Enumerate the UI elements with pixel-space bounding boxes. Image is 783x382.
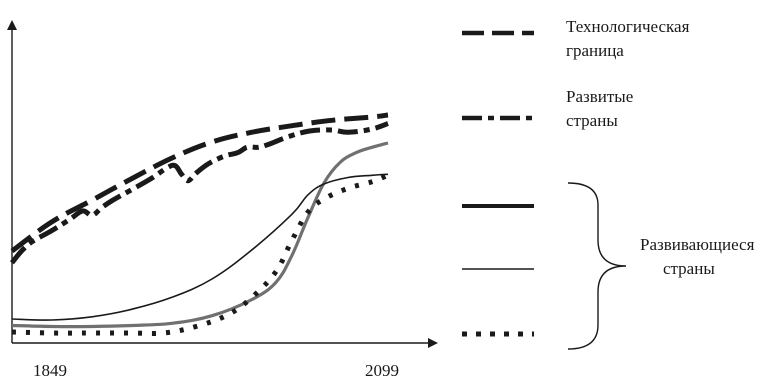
- legend-brace: [567, 182, 627, 350]
- series-line-developed-countries: [10, 121, 389, 265]
- legend: Технологическая граница Развитые страны …: [462, 17, 755, 350]
- legend-label-developing-line2: страны: [663, 259, 715, 278]
- legend-label-frontier-line2: граница: [566, 41, 624, 60]
- x-tick-label-end: 2099: [365, 361, 399, 380]
- legend-label-developing-line1: Развивающиеся: [640, 235, 755, 254]
- x-tick-label-start: 1849: [33, 361, 67, 380]
- legend-label-frontier-line1: Технологическая: [566, 17, 690, 36]
- series-line-developing-thick: [11, 141, 389, 329]
- legend-label-developed-line2: страны: [566, 111, 618, 130]
- series-line-technological-frontier: [10, 112, 389, 254]
- legend-label-developed-line1: Развитые: [566, 87, 633, 106]
- series-line-developing-dotted: [11, 172, 389, 337]
- series-line-developing-thin: [11, 173, 389, 321]
- series-group: [10, 112, 389, 337]
